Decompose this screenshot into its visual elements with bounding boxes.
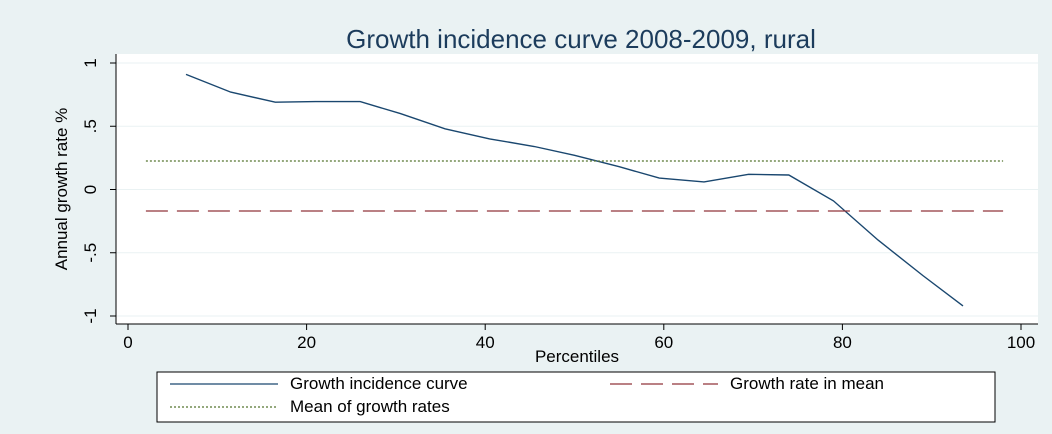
y-axis-label: Annual growth rate % [52,108,71,271]
x-tick-label: 40 [476,333,495,352]
series-line-0 [185,73,964,307]
series-layer [145,73,1004,307]
legend-label-1: Growth rate in mean [730,374,884,393]
y-tick-label: -1 [81,308,100,323]
x-tick-label: 100 [1007,333,1035,352]
y-tick-label: .5 [81,119,100,133]
legend-label-0: Growth incidence curve [290,374,468,393]
legend: Growth incidence curve Growth rate in mea… [156,371,996,423]
y-ticks: -1 -.5 0 .5 1 [81,58,116,324]
x-axis-label: Percentiles [535,347,619,366]
y-tick-label: 0 [81,185,100,194]
chart-title: Growth incidence curve 2008-2009, rural [346,24,816,54]
x-tick-label: 0 [123,333,132,352]
y-tick-label: 1 [81,58,100,67]
x-ticks: 0 20 40 60 80 100 [123,324,1035,352]
grid-lines [116,62,1038,317]
x-tick-label: 20 [297,333,316,352]
x-tick-label: 60 [654,333,673,352]
y-tick-label: -.5 [81,243,100,263]
x-tick-label: 80 [833,333,852,352]
legend-label-2: Mean of growth rates [290,397,450,416]
legend-box [156,371,996,423]
